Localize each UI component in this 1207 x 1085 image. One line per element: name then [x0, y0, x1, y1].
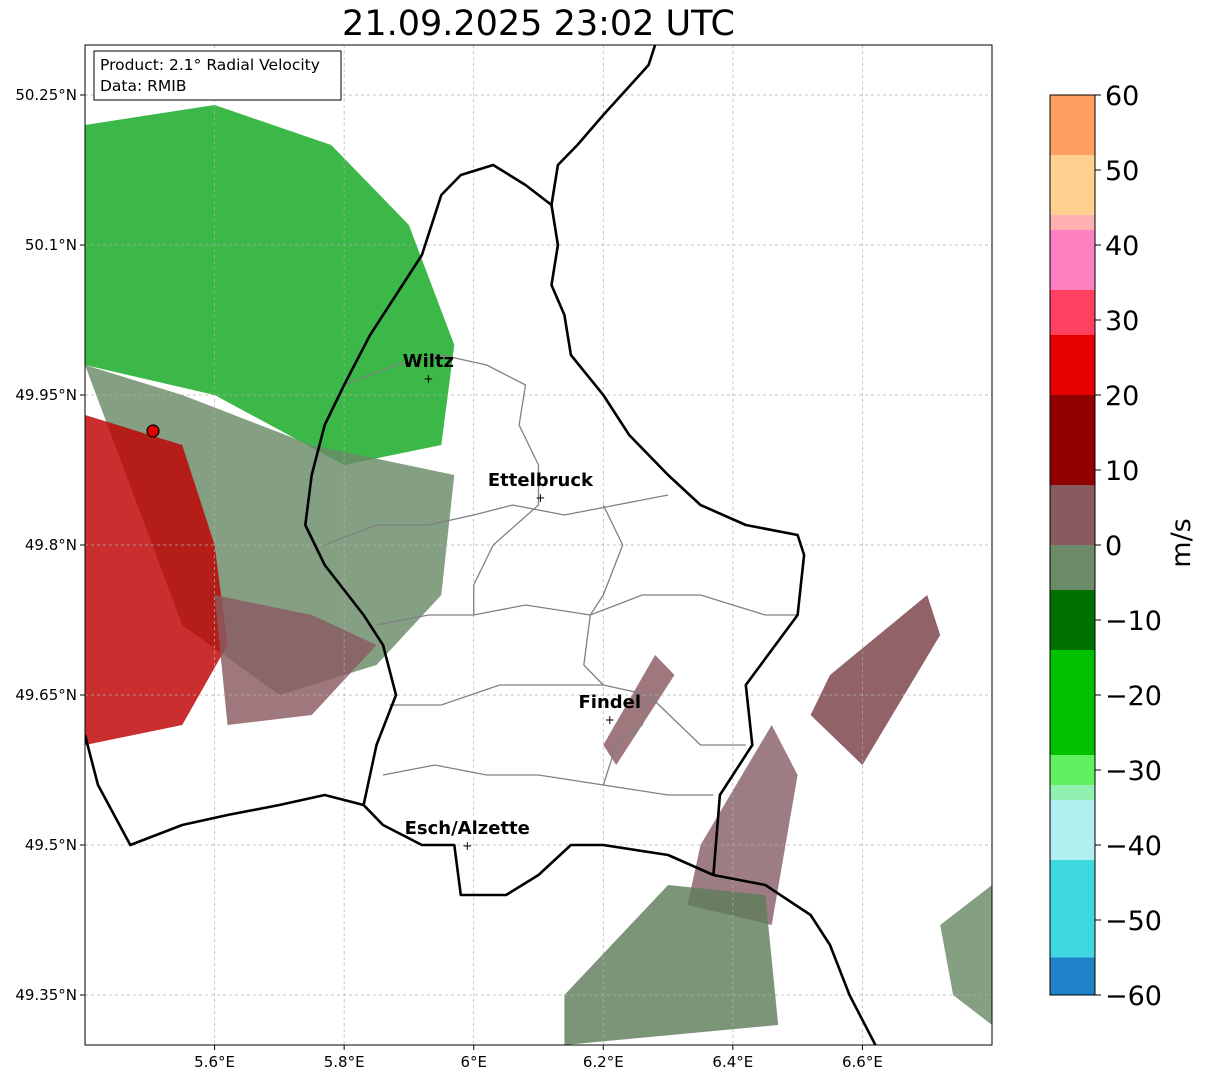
- colorbar-band: [1050, 650, 1095, 755]
- y-tick-label: 49.5°N: [25, 836, 77, 854]
- canton-line: [583, 504, 624, 686]
- x-tick-label: 6.4°E: [712, 1053, 753, 1071]
- y-tick-label: 50.1°N: [25, 236, 77, 254]
- echo-green-inbound: [85, 105, 455, 465]
- border-france-germany: [713, 873, 877, 1045]
- border-france-belgium: [85, 734, 364, 847]
- axis-ticks: 5.6°E 5.8°E 6°E 6.2°E 6.4°E 6.6°E 50.25°N 50.1°…: [15, 86, 883, 1071]
- colorbar-tick-label: −50: [1105, 906, 1162, 937]
- colorbar: 60 50 40 30 20 10 0 −10 −20 −30 −40 −50 −60: [1049, 81, 1162, 1012]
- radar-site-dot: [146, 424, 160, 438]
- y-tick-label: 50.25°N: [15, 86, 77, 104]
- colorbar-tick-label: 50: [1105, 156, 1139, 187]
- canton-line: [389, 684, 746, 746]
- city-label: Ettelbruck: [488, 470, 594, 491]
- y-tick-label: 49.35°N: [15, 986, 77, 1004]
- city-label: Wiltz: [403, 351, 454, 372]
- colorbar-band: [1050, 800, 1095, 860]
- canton-line: [602, 694, 650, 786]
- echo-gray-east-edge: [940, 885, 992, 1025]
- echo-red-outbound: [85, 415, 228, 745]
- canton-line: [473, 384, 540, 615]
- x-tick-label: 6.6°E: [842, 1053, 883, 1071]
- canton-boundaries: [324, 354, 798, 796]
- colorbar-tick-label: −30: [1105, 756, 1162, 787]
- colorbar-tick-label: 10: [1105, 456, 1139, 487]
- colorbar-tick-label: −40: [1105, 831, 1162, 862]
- info-product: Product: 2.1° Radial Velocity: [100, 56, 320, 74]
- colorbar-tick-label: −20: [1105, 681, 1162, 712]
- echo-mauve-southwest: [214, 595, 377, 725]
- x-tick-label: 5.6°E: [194, 1053, 235, 1071]
- x-tick-label: 6°E: [460, 1053, 487, 1071]
- info-data-source: Data: RMIB: [100, 77, 187, 95]
- echo-gray-southeast: [564, 885, 779, 1045]
- colorbar-band: [1050, 957, 1095, 995]
- city-marker: +: [605, 713, 615, 727]
- echo-mauve-findel-streaks: [603, 655, 675, 765]
- city-marker: +: [535, 491, 545, 505]
- echo-mauve-east-cell: [810, 595, 941, 765]
- colorbar-tick-label: −10: [1105, 606, 1162, 637]
- colorbar-band: [1050, 290, 1095, 335]
- colorbar-tick-label: 30: [1105, 306, 1139, 337]
- colorbar-tick-label: 60: [1105, 81, 1139, 112]
- colorbar-band: [1050, 155, 1095, 215]
- colorbar-tick-label: −60: [1105, 981, 1162, 1012]
- colorbar-tick-label: 20: [1105, 381, 1139, 412]
- y-tick-label: 49.95°N: [15, 386, 77, 404]
- country-borders: [85, 45, 877, 1045]
- colorbar-band: [1050, 590, 1095, 650]
- colorbar-tick-label: 0: [1105, 531, 1122, 562]
- colorbar-band: [1050, 335, 1095, 395]
- colorbar-band: [1050, 860, 1095, 958]
- colorbar-band: [1050, 755, 1095, 785]
- border-luxembourg: [303, 163, 806, 897]
- info-box: Product: 2.1° Radial Velocity Data: RMIB: [93, 50, 342, 101]
- radar-site-marker: [146, 424, 160, 438]
- colorbar-band: [1050, 485, 1095, 545]
- colorbar-band: [1050, 230, 1095, 290]
- city-label: Findel: [578, 692, 641, 713]
- colorbar-band: [1050, 95, 1095, 155]
- colorbar-band: [1050, 395, 1095, 485]
- map-title: 21.09.2025 23:02 UTC: [342, 4, 735, 44]
- city-label: Esch/Alzette: [405, 818, 530, 839]
- colorbar-band: [1050, 785, 1095, 800]
- colorbar-label: m/s: [1166, 518, 1197, 567]
- city-marker: +: [462, 839, 472, 853]
- city-marker: +: [423, 372, 433, 386]
- colorbar-band: [1050, 215, 1095, 230]
- city-labels: +Wiltz+Ettelbruck+Findel+Esch/Alzette: [403, 351, 641, 853]
- y-tick-label: 49.8°N: [25, 536, 77, 554]
- x-tick-label: 5.8°E: [324, 1053, 365, 1071]
- x-tick-label: 6.2°E: [583, 1053, 624, 1071]
- y-tick-label: 49.65°N: [15, 686, 77, 704]
- colorbar-tick-label: 40: [1105, 231, 1139, 262]
- border-germany-belgium: [550, 45, 657, 206]
- canton-line: [343, 354, 526, 386]
- canton-line: [382, 764, 714, 796]
- colorbar-band: [1050, 545, 1095, 590]
- canton-line: [324, 494, 669, 546]
